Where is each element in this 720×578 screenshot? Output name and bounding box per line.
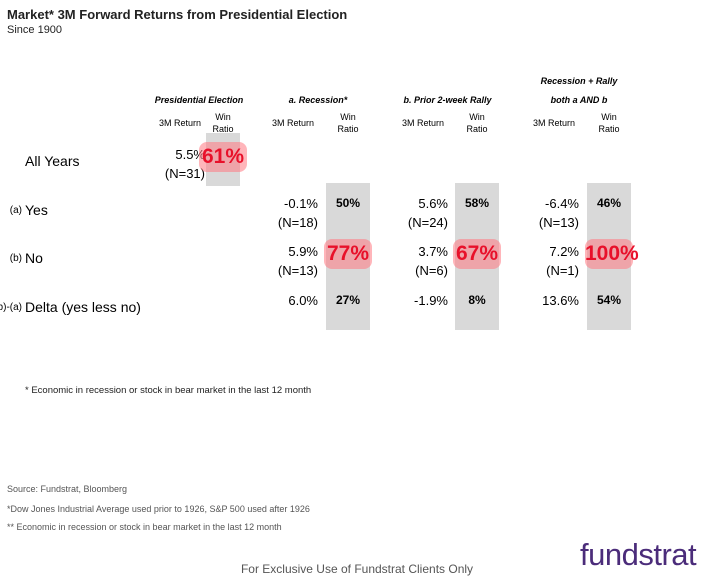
- return-value: 7.2%: [549, 244, 579, 259]
- return-value: 5.6%: [418, 196, 448, 211]
- win-ratio-highlight: 61%: [199, 142, 247, 172]
- win-ratio: 27%: [335, 293, 361, 307]
- sample-size: (N=31): [164, 166, 205, 181]
- row-prefix: (b): [9, 253, 22, 264]
- sample-size: (N=6): [415, 263, 448, 278]
- column-header: Win Ratio: [212, 112, 234, 134]
- sample-size: (N=13): [538, 215, 579, 230]
- return-value: 3.7%: [418, 244, 448, 259]
- return-value: 13.6%: [542, 293, 579, 308]
- return-value: -6.4%: [545, 196, 579, 211]
- subtitle: Since 1900: [7, 24, 63, 36]
- column-header: Win Ratio: [337, 112, 359, 134]
- source-note: *Dow Jones Industrial Average used prior…: [7, 504, 310, 514]
- footnote: * Economic in recession or stock in bear…: [25, 385, 312, 396]
- sample-size: (N=13): [277, 263, 318, 278]
- win-ratio: 8%: [468, 293, 486, 307]
- group-header: a. Recession*: [288, 95, 348, 105]
- source: Source: Fundstrat, Bloomberg: [7, 484, 128, 494]
- win-ratio-highlight: 77%: [324, 239, 372, 269]
- win-ratio: 50%: [335, 196, 361, 210]
- return-value: 6.0%: [288, 293, 318, 308]
- sample-size: (N=18): [277, 215, 318, 230]
- column-header: Win Ratio: [598, 112, 620, 134]
- row-label: Delta (yes less no): [25, 299, 141, 315]
- return-value: -0.1%: [284, 196, 318, 211]
- group-header: Presidential Election: [154, 95, 244, 105]
- win-ratio-highlight: 100%: [585, 239, 639, 269]
- group-header: Recession + Rally: [540, 76, 618, 86]
- sample-size: (N=1): [546, 263, 579, 278]
- return-value: 5.9%: [288, 244, 318, 259]
- column-header: 3M Return: [158, 118, 202, 128]
- row-label: No: [25, 250, 43, 266]
- row-prefix: (a): [9, 205, 22, 216]
- group-subheader: both a AND b: [550, 95, 608, 105]
- column-header: Win Ratio: [466, 112, 488, 134]
- title: Market* 3M Forward Returns from Presiden…: [7, 7, 348, 22]
- return-value: 5.5%: [175, 147, 205, 162]
- column-header: 3M Return: [271, 118, 315, 128]
- win-ratio: 58%: [464, 196, 490, 210]
- win-ratio: 46%: [596, 196, 622, 210]
- row-label: Yes: [25, 202, 48, 218]
- win-ratio: 54%: [596, 293, 622, 307]
- column-header: 3M Return: [532, 118, 576, 128]
- win-ratio-highlight: 67%: [453, 239, 501, 269]
- row-prefix: (b)-(a): [0, 302, 22, 313]
- group-header: b. Prior 2-week Rally: [403, 95, 492, 105]
- row-label: All Years: [25, 153, 80, 169]
- column-header: 3M Return: [401, 118, 445, 128]
- footer: For Exclusive Use of Fundstrat Clients O…: [240, 562, 474, 576]
- source-note: ** Economic in recession or stock in bea…: [7, 522, 282, 532]
- sample-size: (N=24): [407, 215, 448, 230]
- logo: fundstrat: [580, 537, 697, 572]
- return-value: -1.9%: [414, 293, 448, 308]
